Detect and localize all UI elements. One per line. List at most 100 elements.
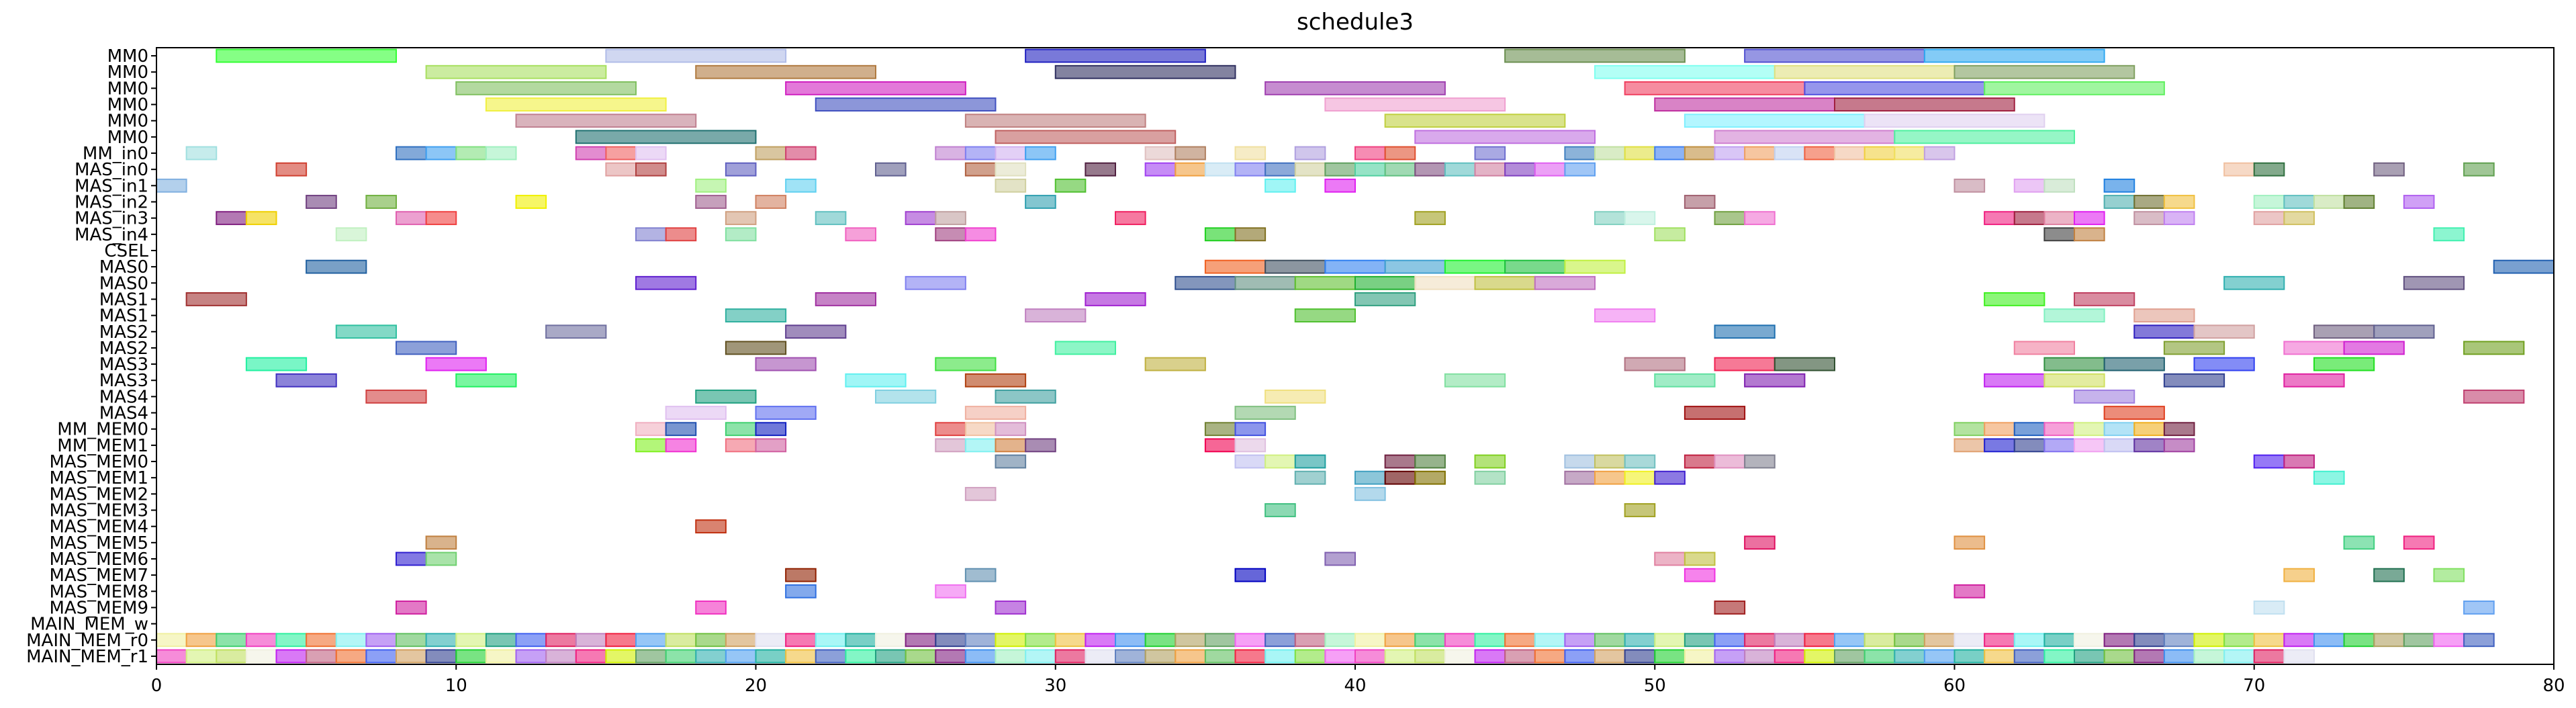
main-mem-r0-bar <box>2373 633 2405 648</box>
main-mem-r1-bar <box>1654 649 1686 664</box>
task-bar <box>2013 211 2045 226</box>
task-bar <box>1414 211 1446 226</box>
task-bar <box>185 292 247 306</box>
main-mem-r1-bar <box>635 649 667 664</box>
main-mem-r0-bar <box>1834 633 1866 648</box>
main-mem-r0-bar <box>2043 633 2075 648</box>
task-bar <box>2103 357 2165 371</box>
task-bar <box>1234 227 1267 242</box>
task-bar <box>2133 211 2165 226</box>
main-mem-r1-bar <box>1594 649 1626 664</box>
main-mem-r0-bar <box>1714 633 1746 648</box>
task-bar <box>2013 422 2045 437</box>
task-bar <box>2043 373 2105 388</box>
main-mem-r0-bar <box>2463 633 2495 648</box>
task-bar <box>665 438 697 453</box>
task-bar <box>2163 438 2195 453</box>
main-mem-r0-bar <box>1025 633 1056 648</box>
task-bar <box>1654 551 1686 566</box>
main-mem-r0-bar <box>605 633 637 648</box>
chart-title: schedule3 <box>1297 9 1414 36</box>
main-mem-r1-bar <box>575 649 607 664</box>
task-bar <box>964 406 1027 420</box>
main-mem-r0-bar <box>1923 633 1956 648</box>
task-bar <box>725 438 757 453</box>
task-bar <box>1234 422 1267 437</box>
task-bar <box>1684 551 1716 566</box>
main-mem-r1-bar <box>1354 649 1386 664</box>
main-mem-r1-bar <box>995 649 1027 664</box>
task-bar <box>1594 308 1656 323</box>
main-mem-r0-bar <box>1115 633 1146 648</box>
task-bar <box>785 81 966 95</box>
task-bar <box>665 422 697 437</box>
y-tick-label: MM_MEM1 <box>57 436 148 456</box>
task-bar <box>1774 64 1956 79</box>
task-bar <box>665 406 727 420</box>
task-bar <box>1175 162 1206 177</box>
main-mem-r1-bar <box>815 649 847 664</box>
task-bar <box>1564 162 1596 177</box>
task-bar <box>2283 195 2315 209</box>
y-tick-label: MAS1 <box>99 306 148 326</box>
y-tick-label: MAS4 <box>99 387 148 407</box>
y-tick-label: MAS_MEM5 <box>49 533 148 554</box>
main-mem-r1-bar <box>1175 649 1206 664</box>
task-bar <box>1354 470 1386 485</box>
task-bar <box>1025 146 1056 161</box>
task-bar <box>1923 48 2105 63</box>
main-mem-r1-bar <box>545 649 577 664</box>
x-tick-label: 0 <box>151 676 163 696</box>
task-bar <box>1324 259 1386 274</box>
task-bar <box>785 146 817 161</box>
task-bar <box>425 146 457 161</box>
task-bar <box>1264 259 1326 274</box>
task-bar <box>425 64 607 79</box>
task-bar <box>1984 438 2015 453</box>
task-bar <box>2463 341 2525 355</box>
main-mem-r1-bar <box>1714 649 1746 664</box>
task-bar <box>2103 422 2135 437</box>
task-bar <box>1234 454 1267 469</box>
task-bar <box>2373 568 2405 582</box>
task-bars <box>156 48 2555 664</box>
task-bar <box>1474 470 1506 485</box>
task-bar <box>335 324 397 339</box>
task-bar <box>635 227 667 242</box>
y-tick-label: MAS_MEM1 <box>49 468 148 488</box>
task-bar <box>1294 146 1326 161</box>
task-bar <box>1444 162 1476 177</box>
main-mem-r1-bar <box>1025 649 1056 664</box>
task-bar <box>935 227 966 242</box>
task-bar <box>1264 81 1446 95</box>
task-bar <box>2253 162 2285 177</box>
task-bar <box>2343 195 2375 209</box>
task-bar <box>1624 81 1806 95</box>
main-mem-r1-bar <box>2074 649 2105 664</box>
task-bar <box>365 195 397 209</box>
task-bar <box>396 146 427 161</box>
main-mem-r1-bar <box>1324 649 1356 664</box>
task-bar <box>1953 535 1986 550</box>
main-mem-r0-bar <box>1324 633 1356 648</box>
task-bar <box>995 422 1027 437</box>
main-mem-r1-bar <box>1744 649 1776 664</box>
task-bar <box>1384 470 1416 485</box>
main-mem-r0-bar <box>1953 633 1986 648</box>
task-bar <box>2193 357 2255 371</box>
main-mem-r1-bar <box>935 649 966 664</box>
main-mem-r1-bar <box>1054 649 1087 664</box>
task-bar <box>755 357 817 371</box>
task-bar <box>635 422 667 437</box>
y-tick-label: MM0 <box>107 128 148 148</box>
task-bar <box>1504 162 1536 177</box>
y-tick-label: MAS3 <box>99 355 148 375</box>
main-mem-r0-bar <box>1594 633 1626 648</box>
main-mem-r1-bar <box>1953 649 1986 664</box>
main-mem-r1-bar <box>306 649 337 664</box>
main-mem-r0-bar <box>2133 633 2165 648</box>
main-mem-r1-bar <box>2103 649 2135 664</box>
task-bar <box>1864 146 1896 161</box>
main-mem-r1-bar <box>1474 649 1506 664</box>
task-bar <box>605 146 637 161</box>
